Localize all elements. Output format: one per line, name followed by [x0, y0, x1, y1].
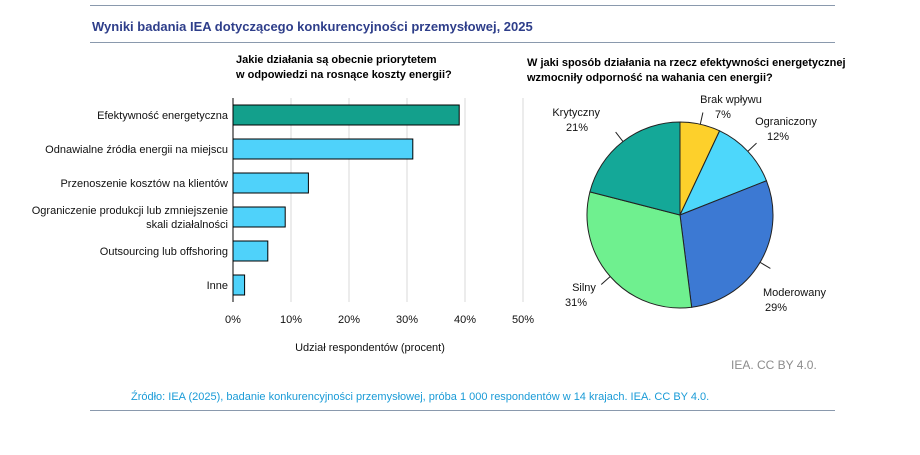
bar	[232, 172, 309, 194]
pie-chart-title-line: W jaki sposób działania na rzecz efektyw…	[527, 57, 846, 69]
leader-line	[747, 142, 757, 152]
category-label: Efektywność energetyczna	[97, 110, 229, 122]
slice-value-label: 7%	[715, 109, 731, 121]
bar	[232, 274, 246, 296]
pie-slice	[586, 191, 693, 309]
bar	[232, 138, 414, 160]
bar-chart-title-line: Jakie działania są obecnie priorytetem	[236, 54, 437, 66]
slice-value-label: 31%	[565, 297, 587, 309]
tick-label: 0%	[225, 314, 241, 326]
tick-label: 30%	[396, 314, 418, 326]
pie-chart-title: W jaki sposób działania na rzecz efektyw…	[527, 56, 846, 86]
slice-label: Ograniczony	[755, 116, 817, 128]
slice-value-label: 29%	[765, 302, 787, 314]
category-label: Outsourcing lub offshoring	[100, 246, 228, 258]
slice-value-label: 12%	[767, 131, 789, 143]
slice-label: Krytyczny	[552, 107, 600, 119]
slice-label: Moderowany	[763, 287, 826, 299]
leader-line	[759, 261, 771, 269]
category-label: Ograniczenie produkcji lub zmniejszenie	[32, 205, 228, 217]
bar-chart-title: Jakie działania są obecnie priorytetem w…	[236, 53, 452, 83]
x-axis-label: Udział respondentów (procent)	[295, 342, 445, 354]
credit-note: IEA. CC BY 4.0.	[731, 358, 817, 372]
top-rule	[90, 5, 835, 6]
slice-value-label: 21%	[566, 122, 588, 134]
tick-label: 20%	[338, 314, 360, 326]
bottom-rule	[90, 410, 835, 411]
leader-line	[600, 276, 611, 285]
category-label: Przenoszenie kosztów na klientów	[60, 178, 228, 190]
bar-chart: Efektywność energetyczna Odnawialne źródł…	[32, 98, 534, 354]
tick-label: 10%	[280, 314, 302, 326]
category-label: Inne	[207, 280, 228, 292]
bar-chart-title-line: w odpowiedzi na rosnące koszty energii?	[236, 69, 452, 81]
leader-line	[615, 131, 624, 142]
slice-label: Brak wpływu	[700, 94, 762, 106]
category-label: skali działalności	[146, 219, 228, 231]
tick-label: 40%	[454, 314, 476, 326]
tick-label: 50%	[512, 314, 534, 326]
category-label: Odnawialne źródła energii na miejscu	[45, 144, 228, 156]
pie-slice	[589, 121, 681, 216]
leader-line	[699, 112, 704, 125]
page-title: Wyniki badania IEA dotyczącego konkurenc…	[92, 19, 533, 34]
pie-chart: Brak wpływu 7% Ograniczony 12% Moderowany 29%…	[552, 94, 826, 314]
bar	[232, 206, 286, 228]
bar	[232, 240, 269, 262]
title-rule	[90, 42, 835, 43]
pie-chart-title-line: wzmocniły odporność na wahania cen energ…	[527, 72, 773, 84]
source-note: Źródło: IEA (2025), badanie konkurencyjn…	[131, 391, 710, 403]
bar	[232, 104, 460, 126]
slice-label: Silny	[572, 282, 596, 294]
pie-slice	[679, 130, 768, 216]
